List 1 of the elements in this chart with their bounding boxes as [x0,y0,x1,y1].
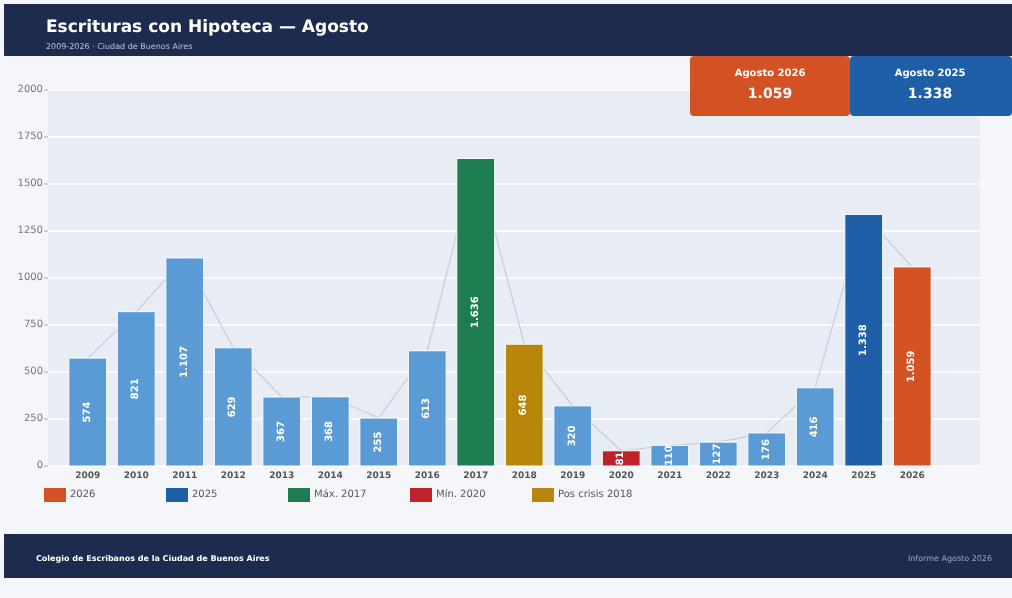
chart-title: Escrituras con Hipoteca — Agosto [46,18,370,38]
